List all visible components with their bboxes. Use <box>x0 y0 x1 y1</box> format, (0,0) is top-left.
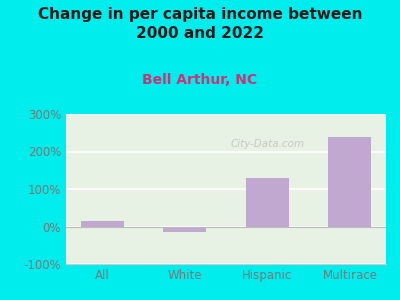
Bar <box>328 136 372 226</box>
Text: Bell Arthur, NC: Bell Arthur, NC <box>142 74 258 88</box>
Bar <box>80 221 124 226</box>
Text: Change in per capita income between
2000 and 2022: Change in per capita income between 2000… <box>38 8 362 41</box>
Text: City-Data.com: City-Data.com <box>230 139 305 149</box>
Bar <box>246 178 289 226</box>
Bar <box>163 226 206 232</box>
